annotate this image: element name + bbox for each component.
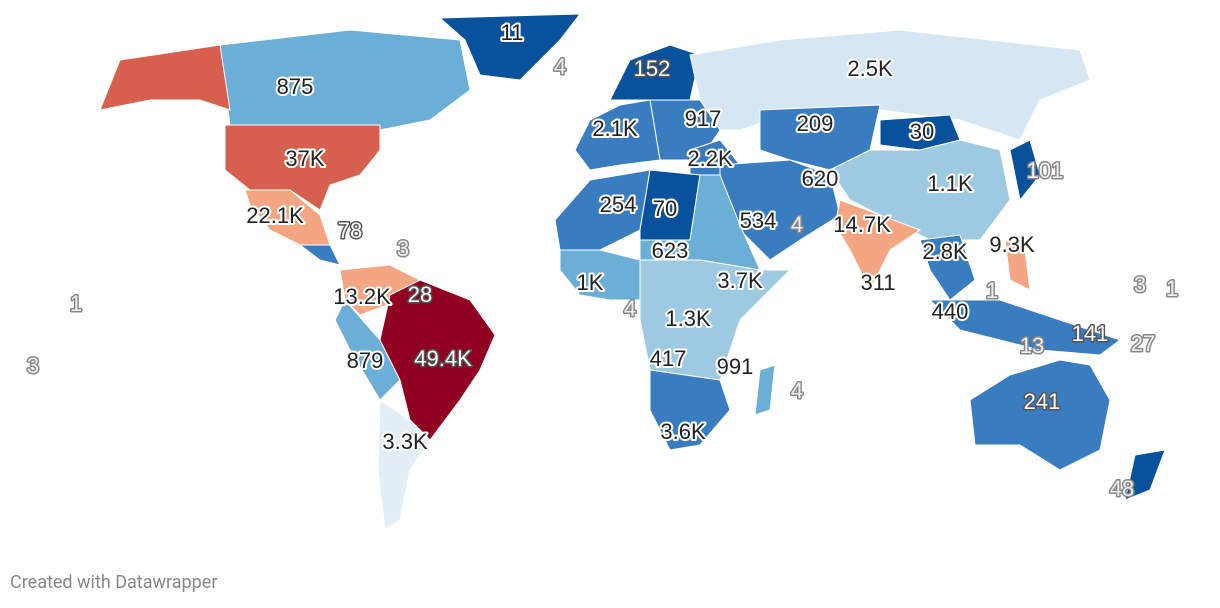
region-label: 37K (285, 146, 324, 171)
region-label: 2.5K (847, 56, 893, 81)
region-label: 3.3K (382, 429, 428, 454)
region-label: 3 (1134, 272, 1146, 297)
region-label: 3.7K (717, 268, 763, 293)
region-label: 4 (554, 54, 566, 79)
region-label: 30 (910, 119, 934, 144)
region-label: 417 (650, 346, 687, 371)
country-shape (754, 364, 776, 416)
country-shape (377, 399, 431, 531)
country-shape (829, 139, 1011, 241)
country-shape (438, 13, 582, 81)
region-label: 1 (70, 291, 82, 316)
country-shape (1004, 239, 1031, 291)
region-label: 13.2K (333, 284, 391, 309)
region-label: 1 (1166, 276, 1178, 301)
country-shape (298, 244, 341, 266)
country-shape (559, 249, 641, 301)
region-label: 49.4K (414, 346, 472, 371)
region-label: 917 (685, 106, 722, 131)
region-label: 1 (986, 278, 998, 303)
region-label: 311 (860, 270, 895, 295)
region-label: 101 (1027, 158, 1064, 183)
region-label: 4 (791, 378, 803, 403)
country-shape (1124, 449, 1166, 501)
region-label: 875 (277, 74, 314, 99)
region-label: 534 (740, 208, 777, 233)
region-label: 1.3K (665, 306, 711, 331)
region-label: 879 (347, 348, 384, 373)
region-label: 3 (27, 353, 39, 378)
region-label: 3 (397, 236, 409, 261)
country-shape (919, 234, 976, 301)
region-label: 991 (717, 354, 754, 379)
region-label: 14.7K (833, 212, 891, 237)
country-shape (639, 259, 792, 401)
region-label: 4 (791, 212, 803, 237)
country-shape (379, 279, 496, 441)
region-label: 241 (1024, 389, 1061, 414)
region-label: 152 (634, 56, 671, 81)
region-label: 2.1K (592, 116, 638, 141)
credit: Created with Datawrapper (10, 572, 218, 593)
country-shape (969, 359, 1111, 471)
country-shapes (99, 13, 1166, 531)
region-label: 27 (1131, 331, 1155, 356)
region-label: 254 (600, 192, 637, 217)
region-label: 623 (652, 238, 689, 263)
country-shape (224, 124, 381, 211)
country-shape (834, 199, 922, 292)
region-label: 70 (653, 196, 677, 221)
region-label: 2.8K (922, 239, 968, 264)
region-label: 13 (1020, 333, 1044, 358)
region-label: 11 (501, 20, 524, 45)
country-shape (99, 44, 231, 111)
region-label: 22.1K (246, 203, 304, 228)
region-label: 9.3K (989, 232, 1035, 257)
country-shape (928, 299, 1122, 356)
region-label: 620 (802, 166, 839, 191)
region-label: 3.6K (660, 419, 706, 444)
region-label: 141 (1072, 321, 1109, 346)
region-label: 1.1K (927, 171, 973, 196)
region-label: 78 (338, 218, 362, 243)
region-label: 209 (797, 111, 834, 136)
country-shape (574, 99, 661, 171)
country-shape (1009, 139, 1041, 202)
region-label: 48 (1110, 476, 1134, 501)
country-shape (649, 369, 731, 451)
region-label: 2.2K (687, 146, 733, 171)
region-label: 28 (408, 282, 432, 307)
region-label: 4 (624, 296, 636, 321)
country-shape (219, 29, 471, 131)
region-label: 440 (932, 299, 969, 324)
region-label: 1K (577, 270, 604, 295)
